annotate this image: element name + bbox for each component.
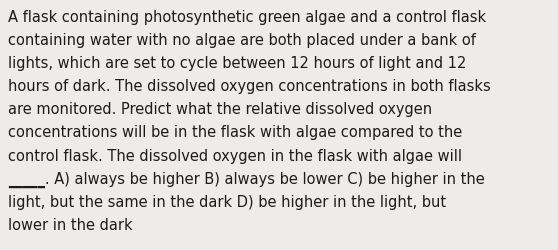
Text: _____. A) always be higher B) always be lower C) be higher in the: _____. A) always be higher B) always be …: [8, 171, 485, 187]
Text: _____: _____: [8, 171, 45, 186]
Text: hours of dark. The dissolved oxygen concentrations in both flasks: hours of dark. The dissolved oxygen conc…: [8, 79, 491, 94]
Text: control flask. The dissolved oxygen in the flask with algae will: control flask. The dissolved oxygen in t…: [8, 148, 463, 163]
Text: lower in the dark: lower in the dark: [8, 217, 133, 232]
Text: light, but the same in the dark D) be higher in the light, but: light, but the same in the dark D) be hi…: [8, 194, 446, 209]
Text: containing water with no algae are both placed under a bank of: containing water with no algae are both …: [8, 33, 476, 48]
Text: are monitored. Predict what the relative dissolved oxygen: are monitored. Predict what the relative…: [8, 102, 432, 117]
Text: A flask containing photosynthetic green algae and a control flask: A flask containing photosynthetic green …: [8, 10, 487, 25]
Text: concentrations will be in the flask with algae compared to the: concentrations will be in the flask with…: [8, 125, 463, 140]
Text: lights, which are set to cycle between 12 hours of light and 12: lights, which are set to cycle between 1…: [8, 56, 466, 71]
